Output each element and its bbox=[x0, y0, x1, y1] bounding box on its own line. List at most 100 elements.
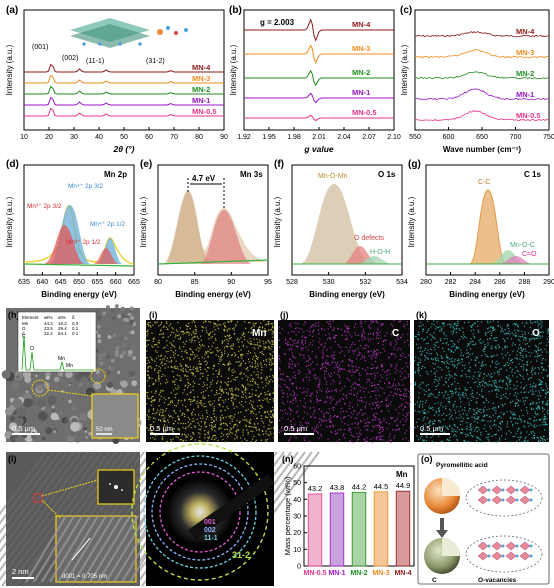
series-label: MN-0.5 bbox=[352, 108, 377, 117]
panel-tag: (o) bbox=[421, 454, 433, 464]
bar-value-label: 44.2 bbox=[352, 482, 367, 491]
y-tick-label: 40 bbox=[293, 497, 301, 504]
bar-mn-3 bbox=[373, 491, 389, 567]
series-label: MN-4 bbox=[352, 20, 371, 29]
eds-peak-o: O bbox=[30, 346, 34, 352]
y-tick-label: 20 bbox=[293, 530, 301, 537]
x-tick-label: 2.01 bbox=[312, 134, 326, 141]
panel-title: C 1s bbox=[524, 170, 541, 179]
element-label: C bbox=[392, 328, 399, 339]
panel-tag: (d) bbox=[6, 159, 19, 170]
x-tick-label: 640 bbox=[36, 279, 48, 286]
panel-title: Mn 2p bbox=[104, 170, 127, 179]
c-o-label: C=O bbox=[522, 251, 537, 258]
panel-tag: (g) bbox=[408, 159, 421, 170]
pyromellitic-acid-label: Pyromellitic acid bbox=[436, 462, 488, 469]
x-tick-label: 60 bbox=[145, 134, 153, 141]
y-axis-label: Intensity (a.u.) bbox=[139, 196, 148, 247]
x-tick-label: 40 bbox=[95, 134, 103, 141]
panel-tag: (l) bbox=[8, 454, 17, 464]
panel-title: Mn bbox=[396, 470, 408, 479]
x-tick-label: 665 bbox=[128, 279, 140, 286]
x-tick-label: 635 bbox=[18, 279, 30, 286]
raman-curve-mn-1 bbox=[414, 88, 550, 101]
y-axis-label: Intensity (a.u.) bbox=[5, 196, 14, 247]
panel-tag: (a) bbox=[6, 5, 18, 16]
x-tick-label: 10 bbox=[20, 134, 28, 141]
x-tick-label: 650 bbox=[73, 279, 85, 286]
x-tick-label: 85 bbox=[191, 279, 199, 286]
x-tick-label: 1.98 bbox=[287, 134, 301, 141]
x-tick-label: 2.07 bbox=[362, 134, 376, 141]
x-axis-label: Binding energy (eV) bbox=[309, 290, 385, 299]
series-label: MN-2 bbox=[516, 69, 534, 78]
bar-mn-0.5 bbox=[307, 493, 323, 567]
ring-label-002: 002 bbox=[204, 527, 216, 534]
x-axis-label: Binding energy (eV) bbox=[449, 290, 525, 299]
x-axis-label: Wave number (cm⁻¹) bbox=[443, 145, 521, 154]
series-label: MN-3 bbox=[192, 74, 210, 83]
series-label: MN-2 bbox=[192, 85, 210, 94]
o-vacancies-label: O-vacancies bbox=[478, 577, 517, 584]
xrd-curve-mn-1 bbox=[24, 96, 224, 106]
x-tick-label: 282 bbox=[445, 279, 457, 286]
y-axis-label: Intensity (a.u.) bbox=[407, 196, 416, 247]
panel-tag: (k) bbox=[416, 310, 427, 320]
y-axis-label: Intensity (a.u.) bbox=[400, 44, 409, 95]
x-tick-label: 750 bbox=[543, 134, 554, 141]
ring-11-1 bbox=[143, 455, 257, 569]
y-tick-label: 10 bbox=[293, 547, 301, 554]
bar-mn-4 bbox=[395, 490, 411, 567]
x-tick-label: 645 bbox=[55, 279, 67, 286]
mn-o-mn-peak bbox=[300, 184, 372, 264]
y-axis-label: Mass percentage (wt%) bbox=[283, 476, 292, 555]
series-label: MN-4 bbox=[192, 63, 211, 72]
panel-m: (m) 001 002 11-1 31-2 bbox=[131, 443, 274, 586]
eds-peak-mn: Mn bbox=[58, 356, 65, 362]
x-tick-label: 80 bbox=[195, 134, 203, 141]
table-header: Element bbox=[22, 315, 39, 320]
bar-value-label: 43.8 bbox=[330, 483, 345, 492]
epr-curve-mn-1 bbox=[244, 92, 394, 104]
bar-value-label: 44.5 bbox=[374, 482, 389, 491]
mn3s-peak-2 bbox=[200, 210, 252, 264]
panel-tag: (i) bbox=[149, 310, 158, 320]
x-tick-label: 70 bbox=[170, 134, 178, 141]
d-spacing-label: d001 = 0.705 nm bbox=[62, 574, 107, 580]
x-tick-label: 95 bbox=[264, 279, 272, 286]
raman-curve-mn-3 bbox=[414, 48, 550, 59]
x-tick-label: 1.95 bbox=[262, 134, 276, 141]
table-cell: C bbox=[22, 331, 26, 336]
x-tick-label: 528 bbox=[286, 279, 298, 286]
x-tick-label: MN-0.5 bbox=[304, 570, 327, 577]
panel-h: (h) Element wt% at% δ Mn 44.3 16.2 0.3 O 23.5 29.4… bbox=[1, 304, 142, 444]
carbon-label: C bbox=[432, 577, 437, 584]
xrd-curve-mn-3 bbox=[24, 74, 224, 84]
panel-o: (o) Pyromellitic acid C O-vacancies bbox=[417, 453, 550, 585]
series-label: MN-3 bbox=[352, 44, 370, 53]
mn3-2p12-label: Mn³⁺ 2p 1/2 bbox=[66, 239, 101, 246]
bar-value-label: 43.2 bbox=[308, 484, 323, 493]
panel-tag: (e) bbox=[140, 159, 152, 170]
x-tick-label: 80 bbox=[154, 279, 162, 286]
x-tick-label: 660 bbox=[110, 279, 122, 286]
c-o-peak bbox=[500, 256, 532, 264]
x-tick-label: 20 bbox=[45, 134, 53, 141]
panel-i: (i) Mn 0.5 μm bbox=[146, 310, 275, 443]
schematic-frame bbox=[417, 453, 550, 585]
table-cell: 0.1 bbox=[72, 326, 79, 331]
epr-curve-mn-3 bbox=[244, 44, 394, 64]
c-c-label: C-C bbox=[478, 179, 490, 186]
x-tick-label: 286 bbox=[494, 279, 506, 286]
mn3-2p32-label: Mn³⁺ 2p 3/2 bbox=[27, 203, 62, 210]
panel-tag: (b) bbox=[229, 5, 242, 16]
bar-mn-1 bbox=[329, 492, 345, 567]
panel-e: (e) Intensity (a.u.) Binding energy (eV)… bbox=[139, 159, 272, 299]
zoom-inset bbox=[91, 393, 139, 439]
x-tick-label: 534 bbox=[396, 279, 408, 286]
panel-g: (g) Intensity (a.u.) Binding energy (eV)… bbox=[407, 159, 554, 299]
plot-frame bbox=[157, 164, 269, 276]
panel-tag: (f) bbox=[274, 159, 284, 170]
x-tick-label: MN-4 bbox=[394, 570, 411, 577]
